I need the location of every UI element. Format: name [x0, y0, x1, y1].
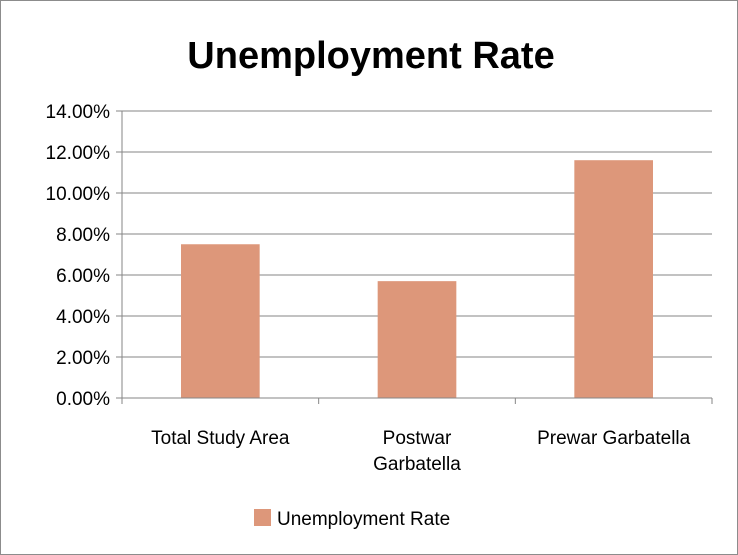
bar [181, 244, 260, 398]
y-tick-label: 8.00% [56, 225, 110, 246]
bar [377, 281, 457, 398]
legend-swatch [254, 509, 271, 526]
bar [574, 160, 653, 398]
y-tick-label: 14.00% [46, 102, 111, 123]
chart-title: Unemployment Rate [187, 35, 554, 77]
x-category-label: Prewar Garbatella [537, 428, 691, 449]
bars [181, 160, 653, 398]
x-axis-labels: Total Study Area Postwar Garbatella Prewar … [151, 428, 691, 475]
y-tick-label: 6.00% [56, 266, 110, 287]
x-category-label: Garbatella [373, 454, 461, 475]
x-category-label: Postwar [383, 428, 452, 449]
y-tick-label: 10.00% [46, 184, 111, 205]
y-tick-label: 0.00% [56, 389, 110, 410]
y-tick-label: 4.00% [56, 307, 110, 328]
axes [121, 111, 713, 404]
legend: Unemployment Rate [254, 509, 450, 530]
y-tick-label: 2.00% [56, 348, 110, 369]
legend-label: Unemployment Rate [277, 509, 450, 530]
y-axis-ticks: 0.00% 2.00% 4.00% 6.00% 8.00% 10.00% 12.00% 14.… [46, 102, 122, 410]
x-category-label: Total Study Area [151, 428, 290, 449]
y-tick-label: 12.00% [46, 143, 111, 164]
